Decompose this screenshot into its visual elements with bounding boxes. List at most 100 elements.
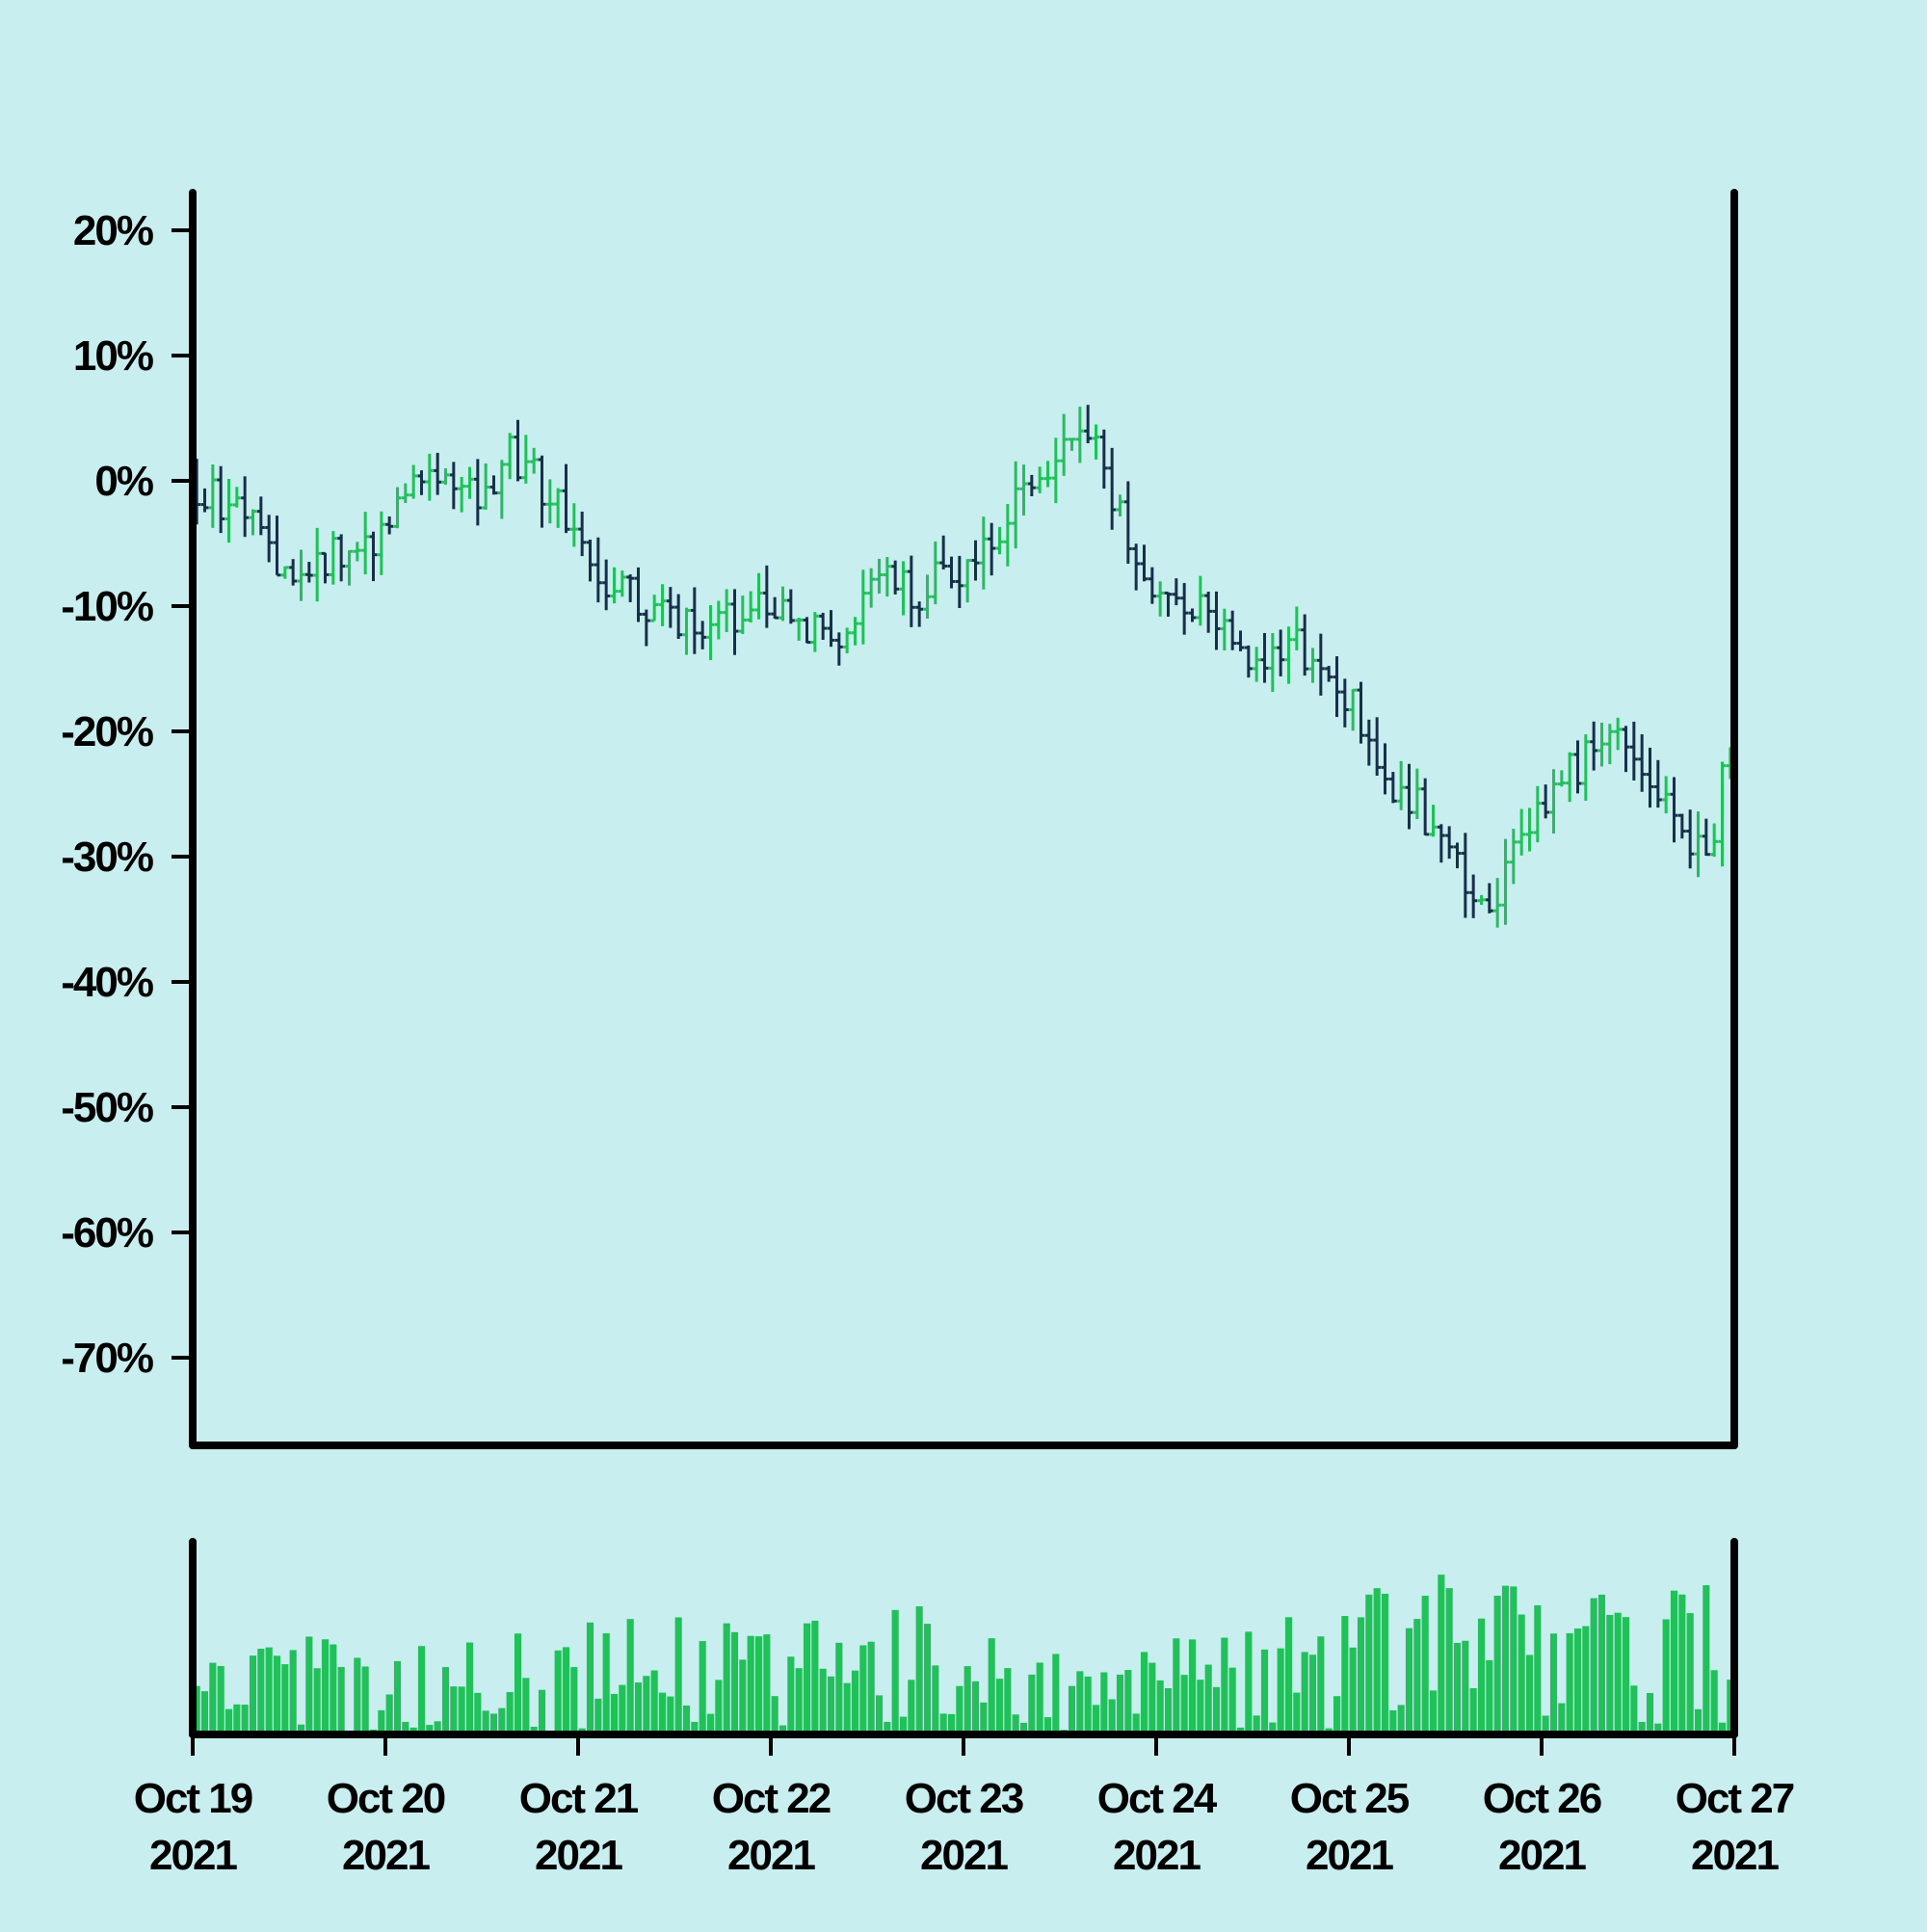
volume-bar xyxy=(932,1665,939,1734)
ohlc-bar xyxy=(883,557,891,597)
ohlc-bar xyxy=(1068,437,1076,451)
volume-bar xyxy=(1381,1593,1389,1734)
ohlc-bar xyxy=(569,503,578,547)
volume-bar xyxy=(891,1609,899,1734)
ohlc-bar xyxy=(200,488,209,513)
ohlc-bar xyxy=(1373,717,1382,776)
volume-bar xyxy=(988,1638,995,1734)
volume-bar xyxy=(1566,1632,1573,1734)
ohlc-bar xyxy=(834,632,843,666)
volume-bar xyxy=(1052,1654,1060,1734)
ohlc-bar xyxy=(955,555,964,609)
ohlc-bar xyxy=(634,567,643,622)
ohlc-bar xyxy=(273,516,281,577)
x-tick-label-year: 2021 xyxy=(1306,1832,1393,1879)
volume-bar xyxy=(1630,1685,1638,1734)
volume-bar xyxy=(1510,1586,1518,1734)
volume-bar xyxy=(1606,1614,1614,1734)
volume-bar xyxy=(851,1670,859,1734)
volume-bar xyxy=(570,1667,578,1734)
ohlc-bar xyxy=(337,534,346,582)
volume-bar xyxy=(1212,1686,1221,1734)
volume-bar xyxy=(867,1641,875,1734)
volume-bar xyxy=(739,1659,747,1734)
x-ticks: Oct 19 2021 Oct 20 2021 Oct 21 2021 Oct 22 2021… xyxy=(134,1734,1796,1879)
ohlc-bar xyxy=(217,465,225,534)
volume-bar xyxy=(249,1655,257,1734)
ohlc-bar xyxy=(521,435,530,484)
ohlc-bar xyxy=(1228,610,1237,650)
ohlc-bar xyxy=(506,433,515,480)
ohlc-bar xyxy=(1638,734,1647,792)
ohlc-bar xyxy=(738,595,747,634)
ohlc-bar xyxy=(361,512,370,575)
ohlc-bar xyxy=(345,549,354,586)
volume-bar xyxy=(233,1704,241,1734)
ohlc-bar xyxy=(682,607,691,655)
ohlc-bar xyxy=(1469,874,1478,918)
volume-bar xyxy=(947,1713,956,1734)
ohlc-bar xyxy=(489,475,498,495)
ohlc-bar xyxy=(1196,575,1204,626)
volume-bar xyxy=(643,1676,650,1734)
ohlc-bar xyxy=(578,511,587,557)
volume-bar xyxy=(1043,1717,1052,1734)
ohlc-bar xyxy=(1477,894,1486,906)
volume-bar xyxy=(1293,1692,1301,1734)
volume-bar xyxy=(835,1642,843,1734)
ohlc-bar xyxy=(1325,666,1333,682)
volume-bar xyxy=(1173,1638,1180,1734)
volume-bar xyxy=(1341,1616,1349,1734)
volume-bar xyxy=(803,1623,811,1734)
ohlc-bar xyxy=(1590,721,1598,771)
volume-bar xyxy=(506,1691,514,1734)
ohlc-bar xyxy=(1718,761,1727,867)
volume-bar xyxy=(241,1705,249,1734)
volume-bar xyxy=(1164,1688,1173,1734)
volume-bar xyxy=(1197,1680,1204,1734)
ohlc-bar xyxy=(851,617,859,646)
ohlc-bar xyxy=(393,487,402,529)
volume-bar xyxy=(417,1646,426,1734)
ohlc-bar xyxy=(1212,591,1221,650)
volume-bar xyxy=(330,1644,337,1734)
volume-bar xyxy=(1534,1604,1542,1734)
volume-bar xyxy=(289,1650,297,1734)
volume-bar xyxy=(1638,1721,1646,1734)
volume-bar xyxy=(1204,1664,1212,1734)
ohlc-bar xyxy=(1236,630,1245,651)
volume-bar xyxy=(1084,1676,1092,1734)
x-tick-label-year: 2021 xyxy=(149,1832,237,1879)
x-tick-label-date: Oct 23 xyxy=(905,1775,1023,1822)
y-tick-label: -60% xyxy=(61,1209,153,1257)
ohlc-bar xyxy=(795,618,804,641)
volume-bar xyxy=(1501,1585,1510,1734)
volume-bar xyxy=(658,1692,667,1734)
ohlc-bar xyxy=(1686,809,1695,869)
volume-bar xyxy=(779,1725,787,1734)
ohlc-bar xyxy=(385,516,394,535)
volume-bar xyxy=(321,1639,330,1734)
ohlc-bar xyxy=(1116,494,1124,516)
ohlc-bar xyxy=(1493,878,1502,928)
ohlc-bar xyxy=(1277,629,1285,676)
ohlc-bar xyxy=(602,559,611,611)
ohlc-bar xyxy=(803,617,811,645)
ohlc-bar xyxy=(1349,688,1358,731)
ohlc-bar xyxy=(730,589,739,655)
ohlc-bar xyxy=(449,462,458,510)
volume-bar xyxy=(489,1713,498,1734)
ohlc-bar xyxy=(1357,681,1365,744)
volume-bar xyxy=(1654,1723,1662,1734)
volume-bar xyxy=(200,1691,209,1734)
ohlc-bar xyxy=(1364,719,1373,766)
ohlc-bar xyxy=(610,567,619,604)
ohlc-bar xyxy=(594,537,602,603)
volume-bar xyxy=(1284,1617,1293,1734)
volume-bar xyxy=(1373,1588,1381,1734)
ohlc-bar xyxy=(819,612,828,641)
volume-bar xyxy=(217,1665,224,1734)
volume-bar xyxy=(1116,1674,1124,1734)
